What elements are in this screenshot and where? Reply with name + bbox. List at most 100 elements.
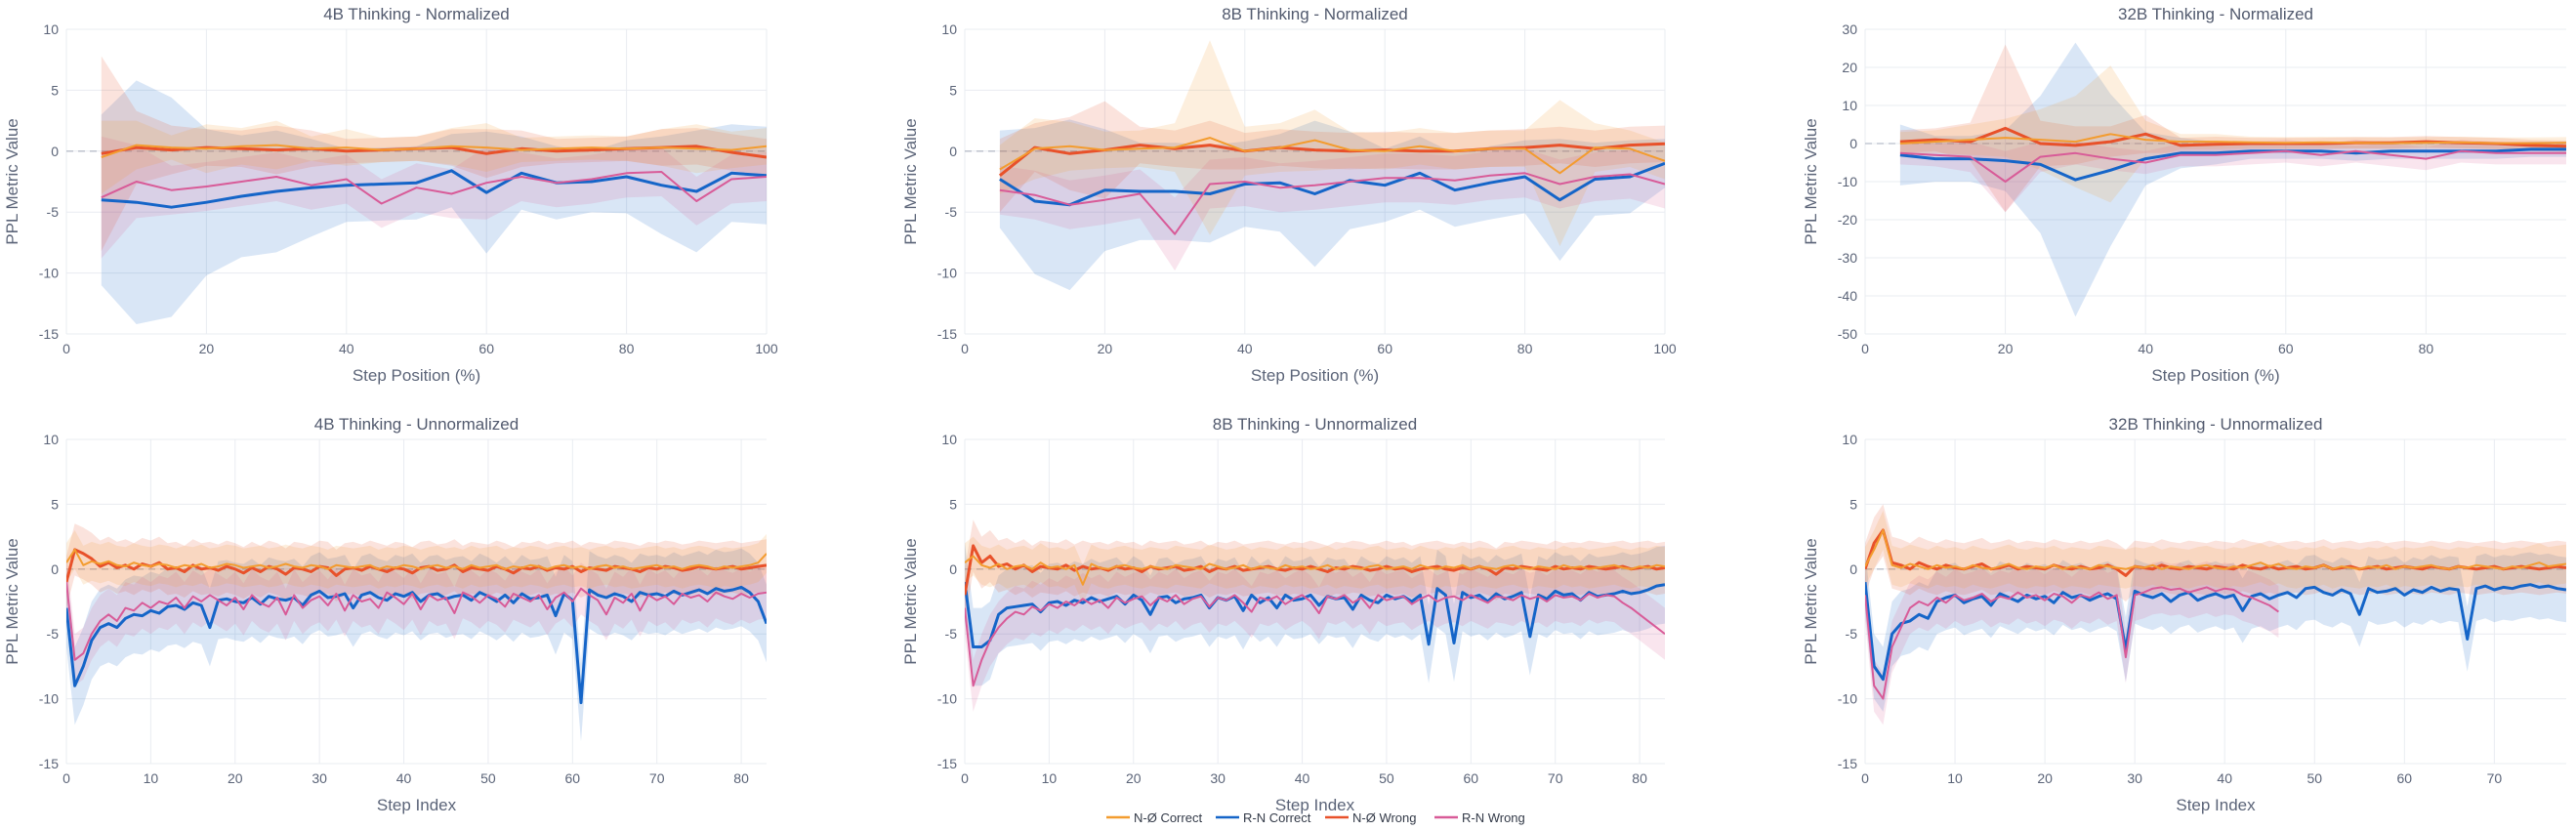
legend-item[interactable]: R-N Wrong [1434,810,1525,825]
legend-item[interactable]: R-N Correct [1216,810,1311,825]
y-tick-label: 10 [1842,432,1857,447]
y-axis-label: PPL Metric Value [1802,118,1820,244]
chart-title: 32B Thinking - Unnormalized [2109,415,2323,434]
y-tick-label: 0 [51,561,59,577]
y-tick-label: -5 [47,626,60,642]
x-tick-label: 80 [1632,770,1647,786]
x-tick-label: 0 [961,770,969,786]
plot-area [101,56,767,324]
y-tick-label: -5 [945,626,958,642]
series-line-r-n-correct [965,581,1665,648]
y-tick-label: -50 [1838,326,1857,342]
confidence-band-n-correct [66,530,767,589]
x-tick-label: 0 [62,770,70,786]
x-tick-label: 80 [733,770,749,786]
legend-label: R-N Wrong [1462,810,1525,825]
confidence-band-n-wrong [1899,44,2566,213]
x-tick-label: 10 [1042,770,1058,786]
y-tick-label: 5 [51,82,59,98]
y-tick-label: -15 [39,326,59,342]
x-tick-label: 30 [312,770,327,786]
x-tick-label: 30 [2127,770,2142,786]
x-tick-label: 100 [1653,341,1677,356]
y-axis-label: PPL Metric Value [3,118,21,244]
series-line-n-correct [66,548,767,570]
x-tick-label: 60 [2278,341,2294,356]
x-axis-label: Step Position (%) [2151,366,2279,385]
x-tick-label: 60 [1377,341,1392,356]
x-tick-label: 10 [1947,770,1963,786]
y-tick-label: 5 [1849,496,1857,512]
y-tick-label: 0 [51,144,59,159]
y-tick-label: -40 [1838,288,1857,304]
x-tick-label: 50 [480,770,496,786]
y-tick-label: 0 [1849,561,1857,577]
x-tick-label: 40 [2138,341,2153,356]
series-line-r-n-correct [1899,147,2566,182]
confidence-band-n-wrong [1865,504,2566,602]
plot-area [1865,504,2566,726]
series-line-n-correct [101,144,767,158]
x-tick-label: 0 [1861,770,1869,786]
legend-item[interactable]: N-Ø Correct [1106,810,1202,825]
series-line-n-correct [965,555,1665,586]
x-tick-label: 40 [396,770,412,786]
y-tick-label: -30 [1838,250,1857,266]
y-tick-label: 30 [1842,21,1857,37]
chart-panel-6: 32B Thinking - Unnormalized -15 -10 -5 0 5 10 0… [1802,415,2566,814]
series-line-r-n-correct [1865,581,2566,682]
series-line-r-n-correct [999,161,1665,207]
y-tick-label: 10 [941,432,957,447]
y-tick-label: -15 [39,756,59,771]
chart-title: 8B Thinking - Normalized [1222,5,1408,23]
confidence-band-n-wrong [999,101,1665,213]
y-tick-label: -5 [945,204,958,220]
y-tick-label: -15 [937,326,957,342]
y-tick-label: -15 [937,756,957,771]
confidence-band-n-wrong [101,56,767,252]
legend: N-Ø Correct R-N Correct N-Ø Wrong R-N Wrong [1106,810,1525,825]
x-tick-label: 40 [2217,770,2232,786]
y-tick-label: 10 [941,21,957,37]
y-axis-label: PPL Metric Value [901,538,920,664]
confidence-band-n-wrong [66,523,767,608]
x-tick-label: 10 [144,770,159,786]
x-tick-label: 40 [1295,770,1310,786]
chart-panel-4: 4B Thinking - Unnormalized -15 -10 -5 0 5 10 0 1… [3,415,767,814]
confidence-band-n-correct [1865,511,2566,589]
confidence-band-r-n-correct [965,543,1665,686]
y-tick-label: 5 [949,82,957,98]
confidence-band-n-wrong [965,519,1665,621]
chart-title: 32B Thinking - Normalized [2118,5,2313,23]
x-tick-label: 20 [228,770,243,786]
x-tick-label: 60 [478,341,494,356]
legend-item[interactable]: N-Ø Wrong [1325,810,1417,825]
x-tick-label: 20 [1098,341,1113,356]
x-tick-label: 30 [1210,770,1226,786]
x-axis-label: Step Index [377,796,457,814]
y-tick-label: 10 [43,21,59,37]
series-line-n-correct [1899,133,2566,145]
confidence-band-n-correct [101,120,767,194]
x-tick-label: 20 [199,341,215,356]
plot-area [998,40,1665,291]
y-axis-label: PPL Metric Value [901,118,920,244]
x-tick-label: 60 [565,770,581,786]
x-tick-label: 80 [619,341,635,356]
y-tick-label: 10 [43,432,59,447]
x-tick-label: 60 [1464,770,1479,786]
x-tick-label: 0 [1861,341,1869,356]
y-tick-label: 5 [51,496,59,512]
y-tick-label: -10 [39,266,59,281]
chart-title: 8B Thinking - Unnormalized [1213,415,1417,434]
y-tick-label: 0 [949,144,957,159]
y-tick-label: -5 [47,204,60,220]
confidence-band-r-n-wrong [999,148,1665,271]
confidence-band-r-n-correct [1899,42,2566,317]
y-tick-label: -5 [1846,626,1858,642]
chart-panel-3: 32B Thinking - Normalized -50 -40 -30 -20 -10… [1802,5,2566,385]
x-tick-label: 80 [1517,341,1533,356]
series-line-r-n-wrong [101,171,767,205]
